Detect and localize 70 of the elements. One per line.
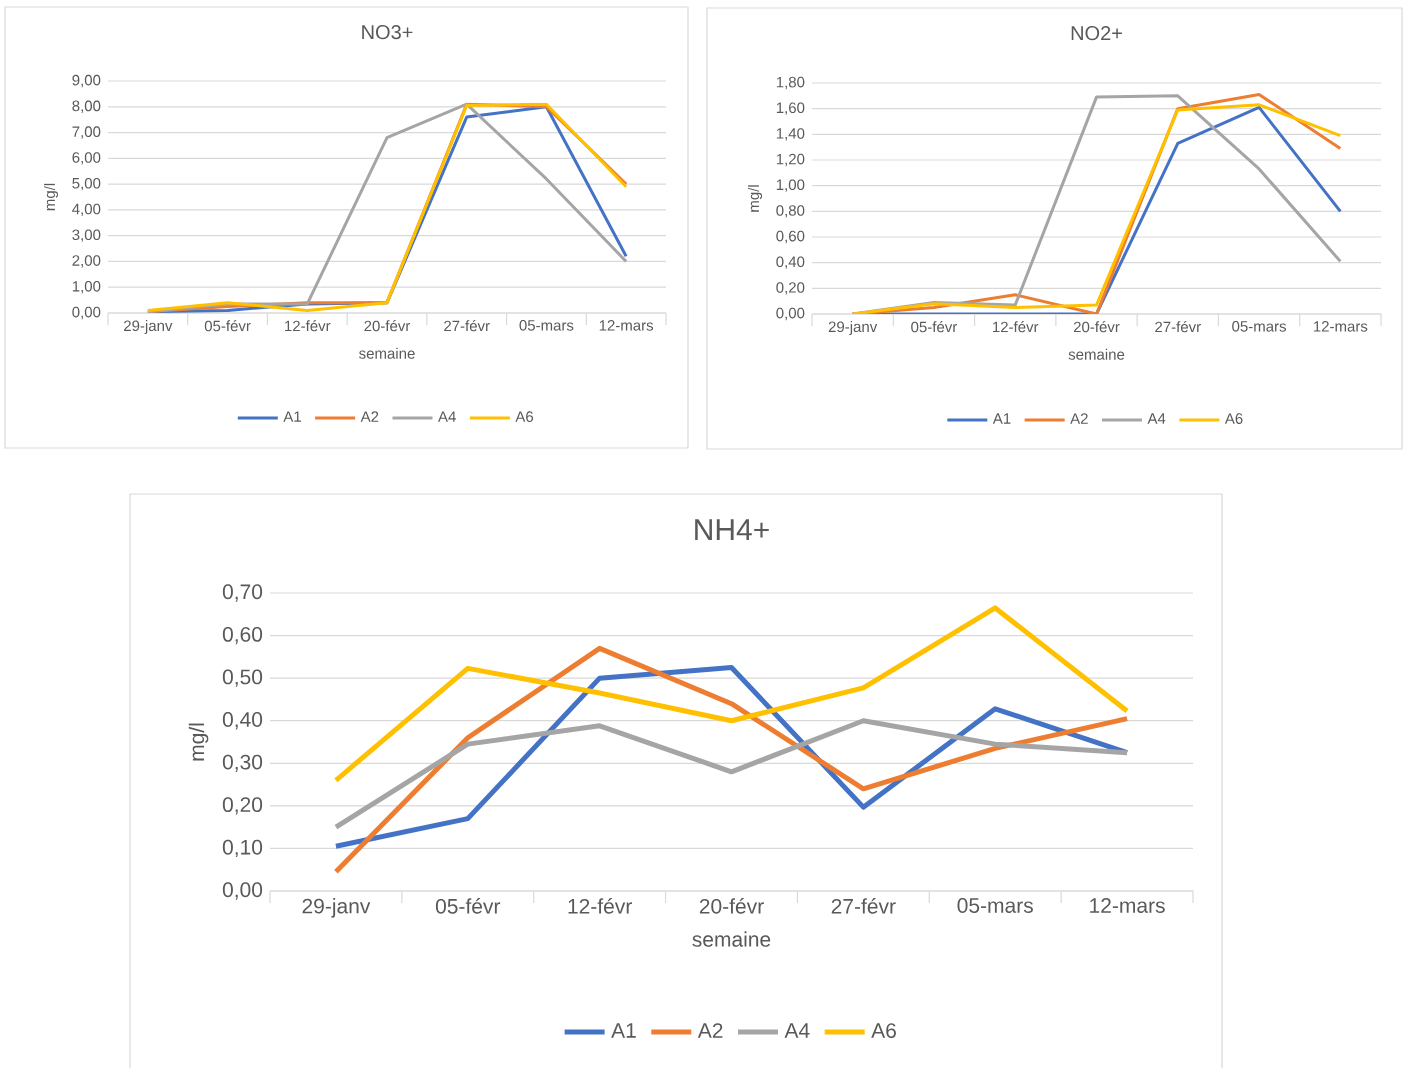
- legend-label: A1: [611, 1023, 636, 1038]
- y-tick-label: 7,00: [72, 126, 101, 139]
- legend-label: A4: [784, 1023, 810, 1038]
- x-tick-label: 05-févr: [204, 320, 251, 332]
- x-tick-label: 12-févr: [993, 321, 1039, 333]
- chart-title: NO3+: [362, 25, 413, 40]
- x-tick-label: 27-févr: [1155, 321, 1201, 333]
- legend-label: A1: [283, 411, 301, 422]
- legend-label: A6: [515, 411, 534, 422]
- x-tick-label: 12-févr: [568, 898, 632, 914]
- legend-label: A2: [1070, 413, 1088, 424]
- x-tick-label: 05-mars: [1232, 321, 1287, 332]
- y-tick-label: 0,30: [222, 754, 263, 772]
- y-tick-label: 2,00: [72, 255, 101, 268]
- x-tick-label: 29-janv: [124, 320, 173, 335]
- x-tick-label: 12-mars: [1313, 321, 1368, 332]
- legend-label: A6: [1224, 413, 1243, 424]
- y-tick-label: 1,00: [776, 179, 805, 192]
- y-tick-label: 4,00: [72, 203, 101, 217]
- y-tick-label: 0,20: [222, 797, 263, 815]
- x-axis-title: semaine: [359, 347, 415, 359]
- x-tick-label: 20-févr: [1073, 321, 1120, 333]
- legend-label: A6: [871, 1023, 896, 1038]
- y-tick-label: 0,10: [222, 839, 263, 858]
- y-axis-title: mg/l: [748, 185, 763, 212]
- x-axis-title: semaine: [692, 931, 771, 947]
- x-tick-label: 29-janv: [828, 321, 878, 336]
- x-tick-label: 05-mars: [519, 320, 574, 331]
- y-tick-label: 1,60: [776, 102, 805, 115]
- x-tick-label: 27-févr: [444, 320, 490, 332]
- legend-label: A1: [992, 413, 1011, 424]
- x-tick-label: 12-mars: [599, 320, 654, 331]
- x-axis-title: semaine: [1068, 348, 1125, 360]
- x-tick-label: 05-févr: [435, 898, 501, 914]
- y-tick-label: 8,00: [72, 100, 101, 113]
- y-tick-label: 0,40: [776, 256, 805, 269]
- y-tick-label: 0,80: [776, 205, 805, 218]
- x-tick-label: 29-janv: [302, 898, 371, 918]
- x-tick-label: 12-févr: [285, 320, 331, 332]
- x-tick-label: 12-mars: [1090, 898, 1165, 913]
- x-tick-label: 05-mars: [957, 898, 1033, 913]
- legend-label: A4: [1147, 413, 1166, 424]
- y-tick-label: 3,00: [72, 229, 101, 242]
- x-tick-label: 27-févr: [831, 898, 896, 914]
- y-tick-label: 1,40: [776, 128, 805, 141]
- x-tick-label: 05-févr: [911, 321, 958, 333]
- y-tick-label: 1,20: [776, 153, 805, 167]
- y-tick-label: 1,80: [776, 76, 805, 90]
- legend-label: A2: [360, 411, 379, 422]
- x-tick-label: 20-févr: [699, 898, 764, 914]
- y-axis-title: mg/l: [188, 723, 209, 761]
- y-axis-title: mg/l: [44, 183, 58, 211]
- y-tick-label: 9,00: [72, 74, 101, 88]
- y-tick-label: 0,60: [222, 626, 263, 645]
- y-tick-label: 0,50: [222, 669, 263, 687]
- x-tick-label: 20-févr: [364, 320, 411, 332]
- y-tick-label: 5,00: [72, 177, 101, 191]
- y-tick-label: 0,00: [72, 306, 101, 320]
- y-tick-label: 0,00: [222, 882, 263, 900]
- legend-label: A4: [438, 411, 456, 422]
- chart-title: NO2+: [1071, 26, 1122, 41]
- y-tick-label: 1,00: [72, 281, 101, 294]
- y-tick-label: 0,60: [776, 230, 805, 244]
- y-tick-label: 0,70: [222, 584, 263, 602]
- y-tick-label: 0,40: [222, 712, 263, 730]
- y-tick-label: 0,00: [776, 307, 805, 321]
- legend-label: A2: [697, 1023, 723, 1038]
- y-tick-label: 0,20: [776, 282, 805, 295]
- y-tick-label: 6,00: [72, 152, 101, 165]
- chart-title: NH4+: [695, 519, 769, 541]
